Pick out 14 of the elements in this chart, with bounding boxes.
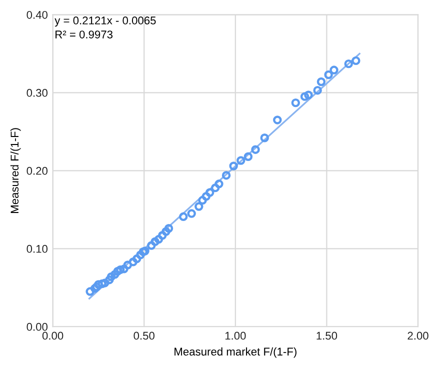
x-tick-label: 0.50	[134, 332, 154, 340]
x-tick-label: 2.00	[408, 332, 428, 340]
annotation: y = 0.2121x - 0.0065	[54, 16, 156, 27]
x-tick-label: 1.00	[225, 332, 246, 340]
y-tick-label: 0.30	[26, 88, 48, 97]
annotation: R² = 0.9973	[56, 30, 113, 38]
y-tick-label: 0.10	[26, 244, 48, 253]
y-tick-label: 0.20	[26, 166, 48, 175]
x-tick-label: 0.00	[42, 332, 64, 340]
y-axis-title: Measured F/(1-F)	[10, 128, 21, 213]
x-tick-label: 1.50	[316, 332, 338, 340]
y-tick-label: 0.00	[26, 322, 48, 331]
y-tick-label: 0.40	[26, 10, 48, 19]
x-axis-title: Measured market F/(1-F)	[174, 347, 296, 358]
